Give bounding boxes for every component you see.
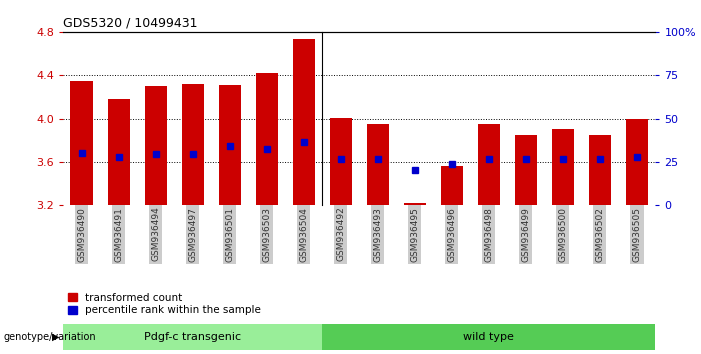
Bar [256, 73, 278, 205]
Bar [404, 203, 426, 205]
Bar [329, 118, 352, 205]
Text: wild type: wild type [463, 332, 515, 342]
Bar [144, 86, 167, 205]
Bar [182, 84, 204, 205]
Text: ▶: ▶ [52, 332, 60, 342]
Bar [107, 99, 130, 205]
Text: Pdgf-c transgenic: Pdgf-c transgenic [144, 332, 241, 342]
Bar [71, 81, 93, 205]
Text: genotype/variation: genotype/variation [4, 332, 96, 342]
Bar [589, 135, 611, 205]
Bar [478, 124, 500, 205]
Bar [515, 135, 537, 205]
Bar [626, 119, 648, 205]
Bar [219, 85, 241, 205]
Bar [367, 124, 389, 205]
Legend: transformed count, percentile rank within the sample: transformed count, percentile rank withi… [68, 293, 261, 315]
Bar [441, 166, 463, 205]
Bar [552, 130, 574, 205]
Text: GDS5320 / 10499431: GDS5320 / 10499431 [63, 16, 198, 29]
Bar [292, 39, 315, 205]
